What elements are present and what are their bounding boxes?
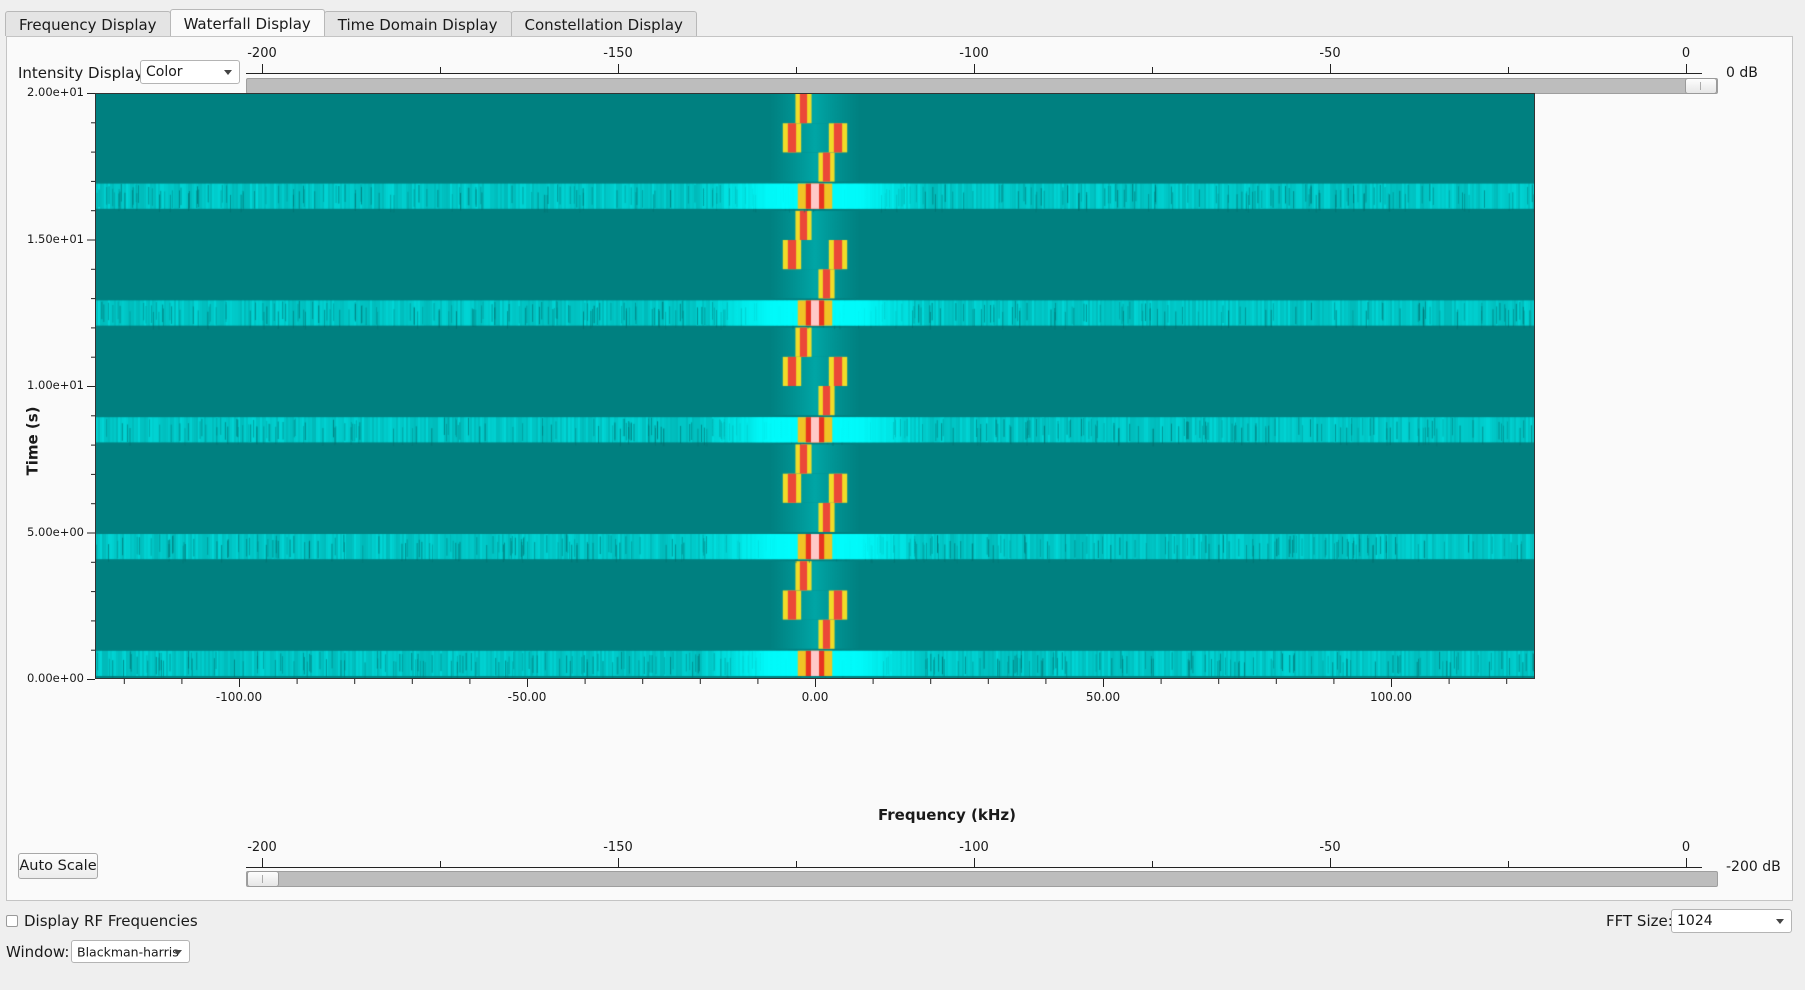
x-axis-tick-label: 100.00 bbox=[1370, 690, 1412, 704]
max-intensity-value: 0 dB bbox=[1726, 65, 1758, 81]
fft-size-value: 1024 bbox=[1677, 913, 1713, 929]
intensity-display-select[interactable]: Color bbox=[140, 60, 240, 84]
tab-time-domain-display[interactable]: Time Domain Display bbox=[323, 11, 512, 36]
scale-tick bbox=[262, 858, 263, 868]
window-label: Window: bbox=[6, 943, 70, 961]
tab-waterfall-display[interactable]: Waterfall Display bbox=[169, 9, 325, 36]
scale-tick bbox=[618, 64, 619, 74]
scale-tick bbox=[796, 861, 797, 868]
x-axis-tick-label: -100.00 bbox=[215, 690, 263, 704]
y-axis-tick-label: 2.00e+01 bbox=[27, 85, 84, 99]
y-axis-title: Time (s) bbox=[23, 406, 42, 476]
scale-tick-label: -100 bbox=[959, 46, 989, 61]
scale-tick bbox=[1508, 861, 1509, 868]
scale-tick-label: -50 bbox=[1319, 840, 1341, 855]
min-intensity-slider-handle[interactable] bbox=[247, 871, 279, 887]
y-axis-tick-label: 1.50e+01 bbox=[27, 231, 84, 246]
scale-tick bbox=[974, 64, 975, 74]
display-rf-label: Display RF Frequencies bbox=[24, 912, 198, 930]
scale-tick bbox=[1686, 64, 1687, 74]
scale-tick bbox=[440, 67, 441, 74]
scale-tick bbox=[1330, 64, 1331, 74]
window-select[interactable]: Blackman-harris bbox=[71, 940, 190, 963]
window-value: Blackman-harris bbox=[77, 944, 179, 959]
intensity-display-value: Color bbox=[146, 64, 183, 80]
scale-tick-label: -200 bbox=[247, 840, 277, 855]
scale-tick bbox=[974, 858, 975, 868]
scale-tick-label: 0 bbox=[1681, 840, 1691, 855]
scale-tick-label: -50 bbox=[1319, 46, 1341, 61]
display-rf-checkbox[interactable] bbox=[6, 915, 18, 927]
min-intensity-slider[interactable] bbox=[246, 871, 1718, 887]
intensity-display-label: Intensity Display: bbox=[18, 64, 148, 82]
tab-frequency-display[interactable]: Frequency Display bbox=[5, 11, 171, 36]
scale-tick-label: -100 bbox=[959, 840, 989, 855]
scale-tick bbox=[440, 861, 441, 868]
x-axis-tick-label: 50.00 bbox=[1085, 690, 1121, 704]
fft-size-select[interactable]: 1024 bbox=[1671, 909, 1792, 933]
scale-tick-label: -150 bbox=[603, 46, 633, 61]
scale-tick-label: -150 bbox=[603, 840, 633, 855]
chevron-down-icon bbox=[1776, 919, 1784, 924]
scale-tick bbox=[1686, 858, 1687, 868]
y-axis-tick-label: 0.00e+00 bbox=[27, 671, 84, 685]
scale-tick-label: 0 bbox=[1681, 46, 1691, 61]
chevron-down-icon bbox=[174, 949, 182, 955]
scale-tick bbox=[1508, 67, 1509, 74]
min-intensity-value: -200 dB bbox=[1726, 859, 1781, 875]
scale-tick-label: -200 bbox=[247, 46, 277, 61]
waterfall-image bbox=[96, 94, 1534, 678]
x-axis-title: Frequency (kHz) bbox=[878, 806, 1016, 824]
tab-bar: Frequency Display Waterfall Display Time… bbox=[5, 9, 697, 36]
chevron-down-icon bbox=[224, 70, 232, 75]
scale-tick bbox=[618, 858, 619, 868]
y-axis-tick-label: 1.00e+01 bbox=[27, 378, 84, 392]
tab-constellation-display[interactable]: Constellation Display bbox=[510, 11, 697, 36]
max-intensity-scale: -200 -150 -100 -50 0 bbox=[246, 46, 1702, 74]
scale-tick bbox=[1330, 858, 1331, 868]
scale-tick bbox=[1152, 67, 1153, 74]
max-intensity-slider-handle[interactable] bbox=[1685, 78, 1717, 94]
auto-scale-button[interactable]: Auto Scale bbox=[18, 853, 98, 879]
fft-size-label: FFT Size: bbox=[1606, 912, 1673, 930]
waterfall-plot[interactable] bbox=[95, 93, 1535, 679]
x-axis-tick-label: -50.00 bbox=[507, 690, 547, 704]
min-intensity-scale: -200 -150 -100 -50 0 bbox=[246, 840, 1702, 868]
scale-tick bbox=[796, 67, 797, 74]
scale-tick bbox=[262, 64, 263, 74]
y-axis-tick-label: 5.00e+00 bbox=[27, 524, 84, 539]
x-axis-tick-label: 0.00 bbox=[801, 690, 829, 704]
scale-tick bbox=[1152, 861, 1153, 868]
